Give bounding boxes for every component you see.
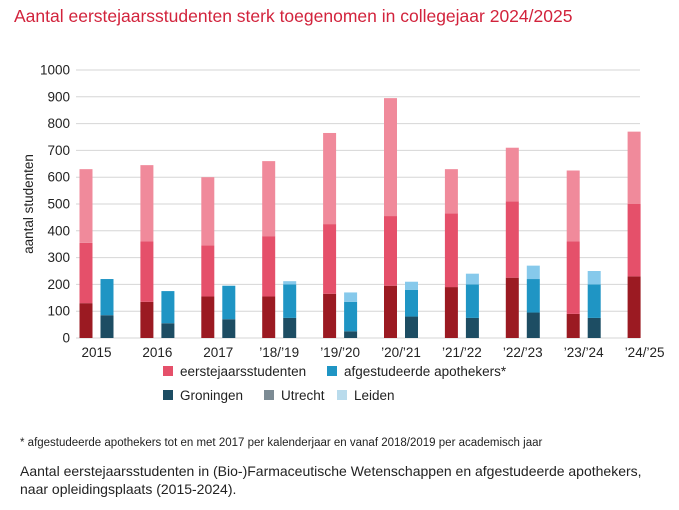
y-tick-label: 300 <box>47 250 70 265</box>
legend-swatch <box>327 366 337 376</box>
bar-eerstejaars-leiden <box>566 170 580 242</box>
bar-apothekers-groningen <box>161 323 175 338</box>
y-tick-label: 0 <box>62 331 70 346</box>
bar-apothekers-utrecht <box>465 284 479 318</box>
bar-eerstejaars-leiden <box>627 131 641 204</box>
legend-swatch <box>163 390 173 400</box>
bar-apothekers-groningen <box>344 331 358 338</box>
bar-eerstejaars-leiden <box>201 177 215 246</box>
bar-apothekers-utrecht <box>405 289 418 317</box>
legend-swatch <box>264 390 274 400</box>
stacked-bar-chart: 0 100 200 300 400 500 600 700 800 900 1000 aantal s… <box>21 63 665 404</box>
legend-label: Groningen <box>180 388 243 403</box>
legend-label: afgestudeerde apothekers* <box>344 364 507 379</box>
bar-eerstejaars-groningen <box>627 276 641 338</box>
bar-eerstejaars-leiden <box>444 169 458 214</box>
x-tick-label: 2016 <box>142 345 172 360</box>
bar-apothekers-groningen <box>100 315 114 338</box>
y-tick-label: 1000 <box>40 63 70 78</box>
chart-title: Aantal eerstejaarsstudenten sterk toegen… <box>14 6 573 26</box>
bar-apothekers-utrecht <box>100 279 114 316</box>
bar-eerstejaars-groningen <box>384 285 397 338</box>
x-tick-label: ’18/’19 <box>259 345 299 360</box>
bar-eerstejaars-leiden <box>262 161 276 237</box>
bar-apothekers-groningen <box>222 319 236 338</box>
bar-eerstejaars-utrecht <box>79 242 93 304</box>
legend-label: Leiden <box>354 388 395 403</box>
bar-eerstejaars-leiden <box>140 165 154 242</box>
x-tick-label: ’24/’25 <box>625 345 665 360</box>
y-tick-label: 600 <box>47 170 70 185</box>
bar-eerstejaars-utrecht <box>201 245 215 297</box>
bar-apothekers-utrecht <box>222 285 236 320</box>
x-tick-label: ’22/’23 <box>503 345 543 360</box>
x-tick-label: 2015 <box>81 345 111 360</box>
bar-apothekers-leiden <box>283 281 297 285</box>
y-tick-label: 400 <box>47 223 70 238</box>
bar-apothekers-utrecht <box>587 284 601 318</box>
legend-swatch <box>337 390 347 400</box>
bar-eerstejaars-groningen <box>262 296 276 338</box>
bar-eerstejaars-leiden <box>79 169 93 243</box>
bar-apothekers-utrecht <box>526 279 540 313</box>
bar-eerstejaars-groningen <box>505 277 519 338</box>
bar-eerstejaars-utrecht <box>323 224 337 294</box>
bar-apothekers-leiden <box>526 265 540 280</box>
bar-eerstejaars-groningen <box>323 293 337 338</box>
legend-label: eerstejaarsstudenten <box>180 364 306 379</box>
bar-apothekers-groningen <box>283 317 297 338</box>
bar-eerstejaars-utrecht <box>140 241 154 302</box>
y-tick-label: 700 <box>47 143 70 158</box>
y-tick-label: 200 <box>47 277 70 292</box>
bar-eerstejaars-utrecht <box>444 213 458 288</box>
bar-apothekers-utrecht <box>161 291 175 324</box>
bar-eerstejaars-groningen <box>201 296 215 338</box>
bar-eerstejaars-utrecht <box>627 204 641 277</box>
x-tick-label: 2017 <box>203 345 233 360</box>
bar-apothekers-groningen <box>465 317 479 338</box>
bar-eerstejaars-groningen <box>140 301 154 338</box>
bar-apothekers-utrecht <box>344 301 358 332</box>
bar-eerstejaars-utrecht <box>262 236 276 297</box>
bar-eerstejaars-leiden <box>384 98 397 217</box>
bar-apothekers-leiden <box>587 271 601 285</box>
bar-apothekers-utrecht <box>283 284 297 318</box>
x-tick-label: ’23/’24 <box>564 345 604 360</box>
x-tick-label: ’19/’20 <box>320 345 360 360</box>
y-tick-label: 500 <box>47 197 70 212</box>
bar-apothekers-groningen <box>405 316 418 338</box>
bar-apothekers-groningen <box>587 317 601 338</box>
chart-footnote: * afgestudeerde apothekers tot en met 20… <box>20 437 543 449</box>
bar-eerstejaars-groningen <box>566 313 580 338</box>
bar-apothekers-leiden <box>405 281 418 290</box>
bar-apothekers-groningen <box>526 312 540 338</box>
chart-caption: Aantal eerstejaarsstudenten in (Bio-)Far… <box>20 463 642 497</box>
bar-eerstejaars-groningen <box>444 287 458 338</box>
bar-apothekers-leiden <box>344 292 358 302</box>
bar-eerstejaars-utrecht <box>566 241 580 314</box>
x-tick-label: ’20/’21 <box>381 345 421 360</box>
x-tick-label: ’21/’22 <box>442 345 482 360</box>
legend-label: Utrecht <box>281 388 325 403</box>
bar-eerstejaars-leiden <box>323 132 337 225</box>
bar-eerstejaars-groningen <box>79 303 93 338</box>
bar-apothekers-leiden <box>465 273 479 285</box>
bar-eerstejaars-leiden <box>505 147 519 202</box>
y-tick-label: 100 <box>47 304 70 319</box>
y-tick-label: 900 <box>47 89 70 104</box>
y-axis-label: aantal studenten <box>21 154 36 254</box>
y-tick-label: 800 <box>47 116 70 131</box>
legend-swatch <box>163 366 173 376</box>
bar-eerstejaars-utrecht <box>505 201 519 278</box>
bar-eerstejaars-utrecht <box>384 216 397 286</box>
